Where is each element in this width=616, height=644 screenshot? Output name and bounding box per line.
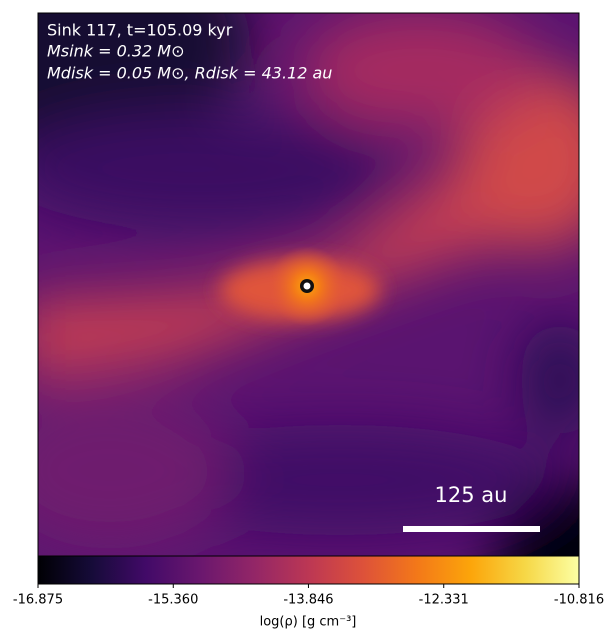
colorbar-tick-label: -13.846	[283, 593, 333, 608]
colorbar-tick-label: -10.816	[554, 593, 604, 608]
scale-bar	[403, 526, 540, 532]
colorbar-tick-label: -16.875	[13, 593, 63, 608]
colorbar-label: log(ρ) [g cm⁻³]	[260, 615, 357, 630]
annotation: Mdisk = 0.05 M⊙, Rdisk = 43.12 au	[47, 64, 332, 83]
colorbar-tick-label: -15.360	[148, 593, 198, 608]
colorbar	[37, 555, 580, 585]
annotation: Msink = 0.32 M⊙	[47, 42, 185, 61]
scale-bar-label: 125 au	[435, 483, 508, 507]
annotation: Sink 117, t=105.09 kyr	[47, 21, 233, 40]
colorbar-tick-label: -12.331	[419, 593, 469, 608]
